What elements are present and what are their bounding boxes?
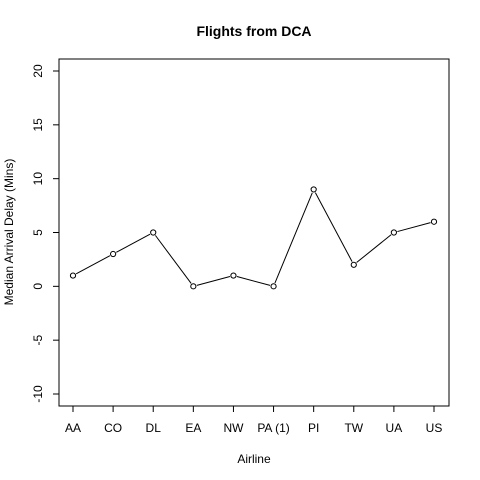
y-tick-label: 20 — [31, 64, 45, 78]
x-tick-label: DL — [146, 421, 162, 435]
data-point — [310, 186, 317, 193]
y-tick-label: 5 — [31, 229, 45, 236]
x-tick-label: CO — [104, 421, 122, 435]
x-tick-label: AA — [65, 421, 81, 435]
x-tick-label: TW — [344, 421, 363, 435]
data-point — [270, 283, 277, 290]
series-line-segment — [116, 233, 151, 253]
chart-title: Flights from DCA — [196, 23, 311, 39]
x-axis: AA CO DL EA NW PA (1) PI TW UA US — [65, 405, 443, 435]
y-tick-label: -10 — [31, 385, 45, 403]
x-tick-label: US — [426, 421, 443, 435]
series-line-segment — [356, 234, 392, 263]
y-tick-label: 10 — [31, 172, 45, 186]
series-line-segment — [236, 276, 271, 286]
y-tick-label: 15 — [31, 118, 45, 132]
x-tick-label: NW — [223, 421, 244, 435]
data-point — [110, 250, 117, 258]
data-point — [430, 218, 438, 225]
x-axis-label: Airline — [237, 452, 271, 466]
series-line-segment — [75, 255, 111, 275]
x-tick-label: UA — [386, 421, 403, 435]
data-point — [230, 272, 237, 279]
y-axis: -10 -5 0 5 10 15 20 — [31, 64, 60, 403]
series-line-segment — [397, 222, 431, 233]
y-axis-label: Median Arrival Delay (Mins) — [2, 159, 16, 306]
series-line-segment — [274, 192, 313, 284]
data-point — [69, 272, 77, 279]
series-line-segment — [196, 276, 231, 286]
series-line-segment — [154, 235, 192, 284]
data-point — [150, 229, 157, 236]
series-line-segment — [314, 192, 353, 262]
data-point — [350, 261, 357, 268]
series-group — [69, 186, 438, 290]
x-tick-label: PA (1) — [257, 421, 289, 435]
x-tick-label: EA — [185, 421, 201, 435]
data-point — [190, 283, 197, 290]
data-point — [390, 229, 397, 236]
x-tick-label: PI — [308, 421, 319, 435]
y-tick-label: -5 — [31, 335, 45, 346]
plot-frame — [58, 58, 450, 407]
y-tick-label: 0 — [31, 283, 45, 290]
